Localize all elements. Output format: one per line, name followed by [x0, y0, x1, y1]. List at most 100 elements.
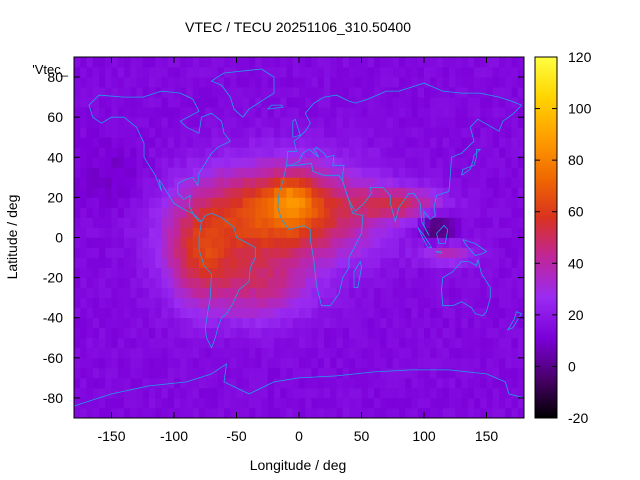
heatmap-cell [417, 407, 425, 419]
heatmap-cell [199, 357, 206, 369]
coastline-path [210, 68, 275, 118]
heatmap-cell [467, 187, 475, 198]
heatmap-cell [167, 97, 175, 108]
heatmap-cell [280, 247, 287, 258]
heatmap-cell [224, 397, 231, 409]
heatmap-cell [130, 97, 137, 108]
heatmap-cell [424, 187, 431, 198]
heatmap-cell [467, 107, 475, 118]
heatmap-cell [474, 127, 481, 138]
heatmap-cell [124, 297, 131, 309]
heatmap-cell [205, 247, 212, 258]
colorbar-tick-label: 120 [568, 49, 592, 65]
heatmap-cell [386, 227, 394, 238]
heatmap-cell [136, 137, 144, 148]
heatmap-cell [261, 147, 269, 158]
heatmap-cell [205, 187, 212, 198]
heatmap-cell [199, 187, 206, 198]
heatmap-cell [174, 397, 181, 409]
heatmap-cell [86, 357, 94, 369]
heatmap-cell [486, 277, 494, 289]
heatmap-cell [292, 407, 300, 419]
heatmap-cell [230, 277, 237, 289]
heatmap-cell [149, 327, 156, 339]
heatmap-cell [455, 227, 462, 238]
heatmap-cell [155, 227, 162, 238]
heatmap-cell [436, 307, 444, 319]
heatmap-cell [255, 307, 262, 319]
heatmap-cell [155, 287, 162, 299]
heatmap-cell [149, 187, 156, 198]
heatmap-cell [74, 227, 81, 238]
heatmap-cell [424, 377, 431, 389]
heatmap-cell [292, 207, 300, 218]
heatmap-cell [149, 157, 156, 168]
heatmap-cell [86, 77, 94, 88]
heatmap-cell [511, 157, 519, 168]
heatmap-cell [230, 187, 237, 198]
heatmap-cell [99, 277, 106, 289]
heatmap-cell [330, 157, 337, 168]
heatmap-cell [274, 387, 281, 399]
heatmap-cell [330, 57, 337, 68]
heatmap-cell [86, 177, 94, 188]
heatmap-cell [361, 387, 369, 399]
heatmap-cell [336, 157, 344, 168]
heatmap-cell [342, 317, 350, 329]
heatmap-cell [505, 237, 512, 248]
heatmap-cell [424, 327, 431, 339]
heatmap-cell [92, 407, 100, 419]
heatmap-cell [417, 357, 425, 369]
heatmap-cell [436, 137, 444, 148]
heatmap-cell [492, 87, 500, 98]
heatmap-cell [99, 147, 106, 158]
heatmap-cell [161, 327, 169, 339]
heatmap-cell [211, 217, 219, 228]
heatmap-cell [461, 147, 469, 158]
heatmap-cell [430, 237, 437, 248]
heatmap-cell [305, 327, 312, 339]
heatmap-cell [80, 147, 87, 158]
heatmap-cell [249, 347, 256, 359]
heatmap-cell [192, 67, 200, 78]
heatmap-cell [330, 277, 337, 289]
heatmap-cell [192, 167, 200, 178]
heatmap-cell [105, 97, 112, 108]
heatmap-cell [261, 377, 269, 389]
heatmap-cell [174, 197, 181, 208]
heatmap-cell [499, 307, 506, 319]
heatmap-cell [255, 197, 262, 208]
heatmap-cell [486, 407, 494, 419]
heatmap-cell [192, 367, 200, 379]
heatmap-cell [511, 347, 519, 359]
heatmap-cell [324, 207, 331, 218]
heatmap-cell [255, 277, 262, 289]
heatmap-cell [242, 267, 250, 279]
heatmap-cell [436, 407, 444, 419]
coastlines [73, 68, 525, 407]
heatmap-cell [467, 177, 475, 188]
heatmap-cell [511, 377, 519, 389]
heatmap-cell [149, 117, 156, 128]
heatmap-cell [255, 137, 262, 148]
heatmap-cell [86, 297, 94, 309]
heatmap-cell [342, 277, 350, 289]
heatmap-cell [211, 337, 219, 349]
heatmap-cell [249, 317, 256, 329]
heatmap-cell [242, 197, 250, 208]
heatmap-cell [424, 287, 431, 299]
heatmap-cell [199, 87, 206, 98]
heatmap-cell [436, 67, 444, 78]
heatmap-cell [155, 167, 162, 178]
heatmap-cell [211, 257, 219, 268]
heatmap-cell [286, 387, 294, 399]
heatmap-cell [405, 307, 412, 319]
heatmap-cell [311, 327, 319, 339]
heatmap-cell [299, 397, 306, 409]
heatmap-cell [130, 127, 137, 138]
heatmap-cell [249, 387, 256, 399]
heatmap-cell [299, 317, 306, 329]
heatmap-cell [492, 177, 500, 188]
heatmap-cell [267, 57, 275, 68]
heatmap-cell [449, 197, 456, 208]
